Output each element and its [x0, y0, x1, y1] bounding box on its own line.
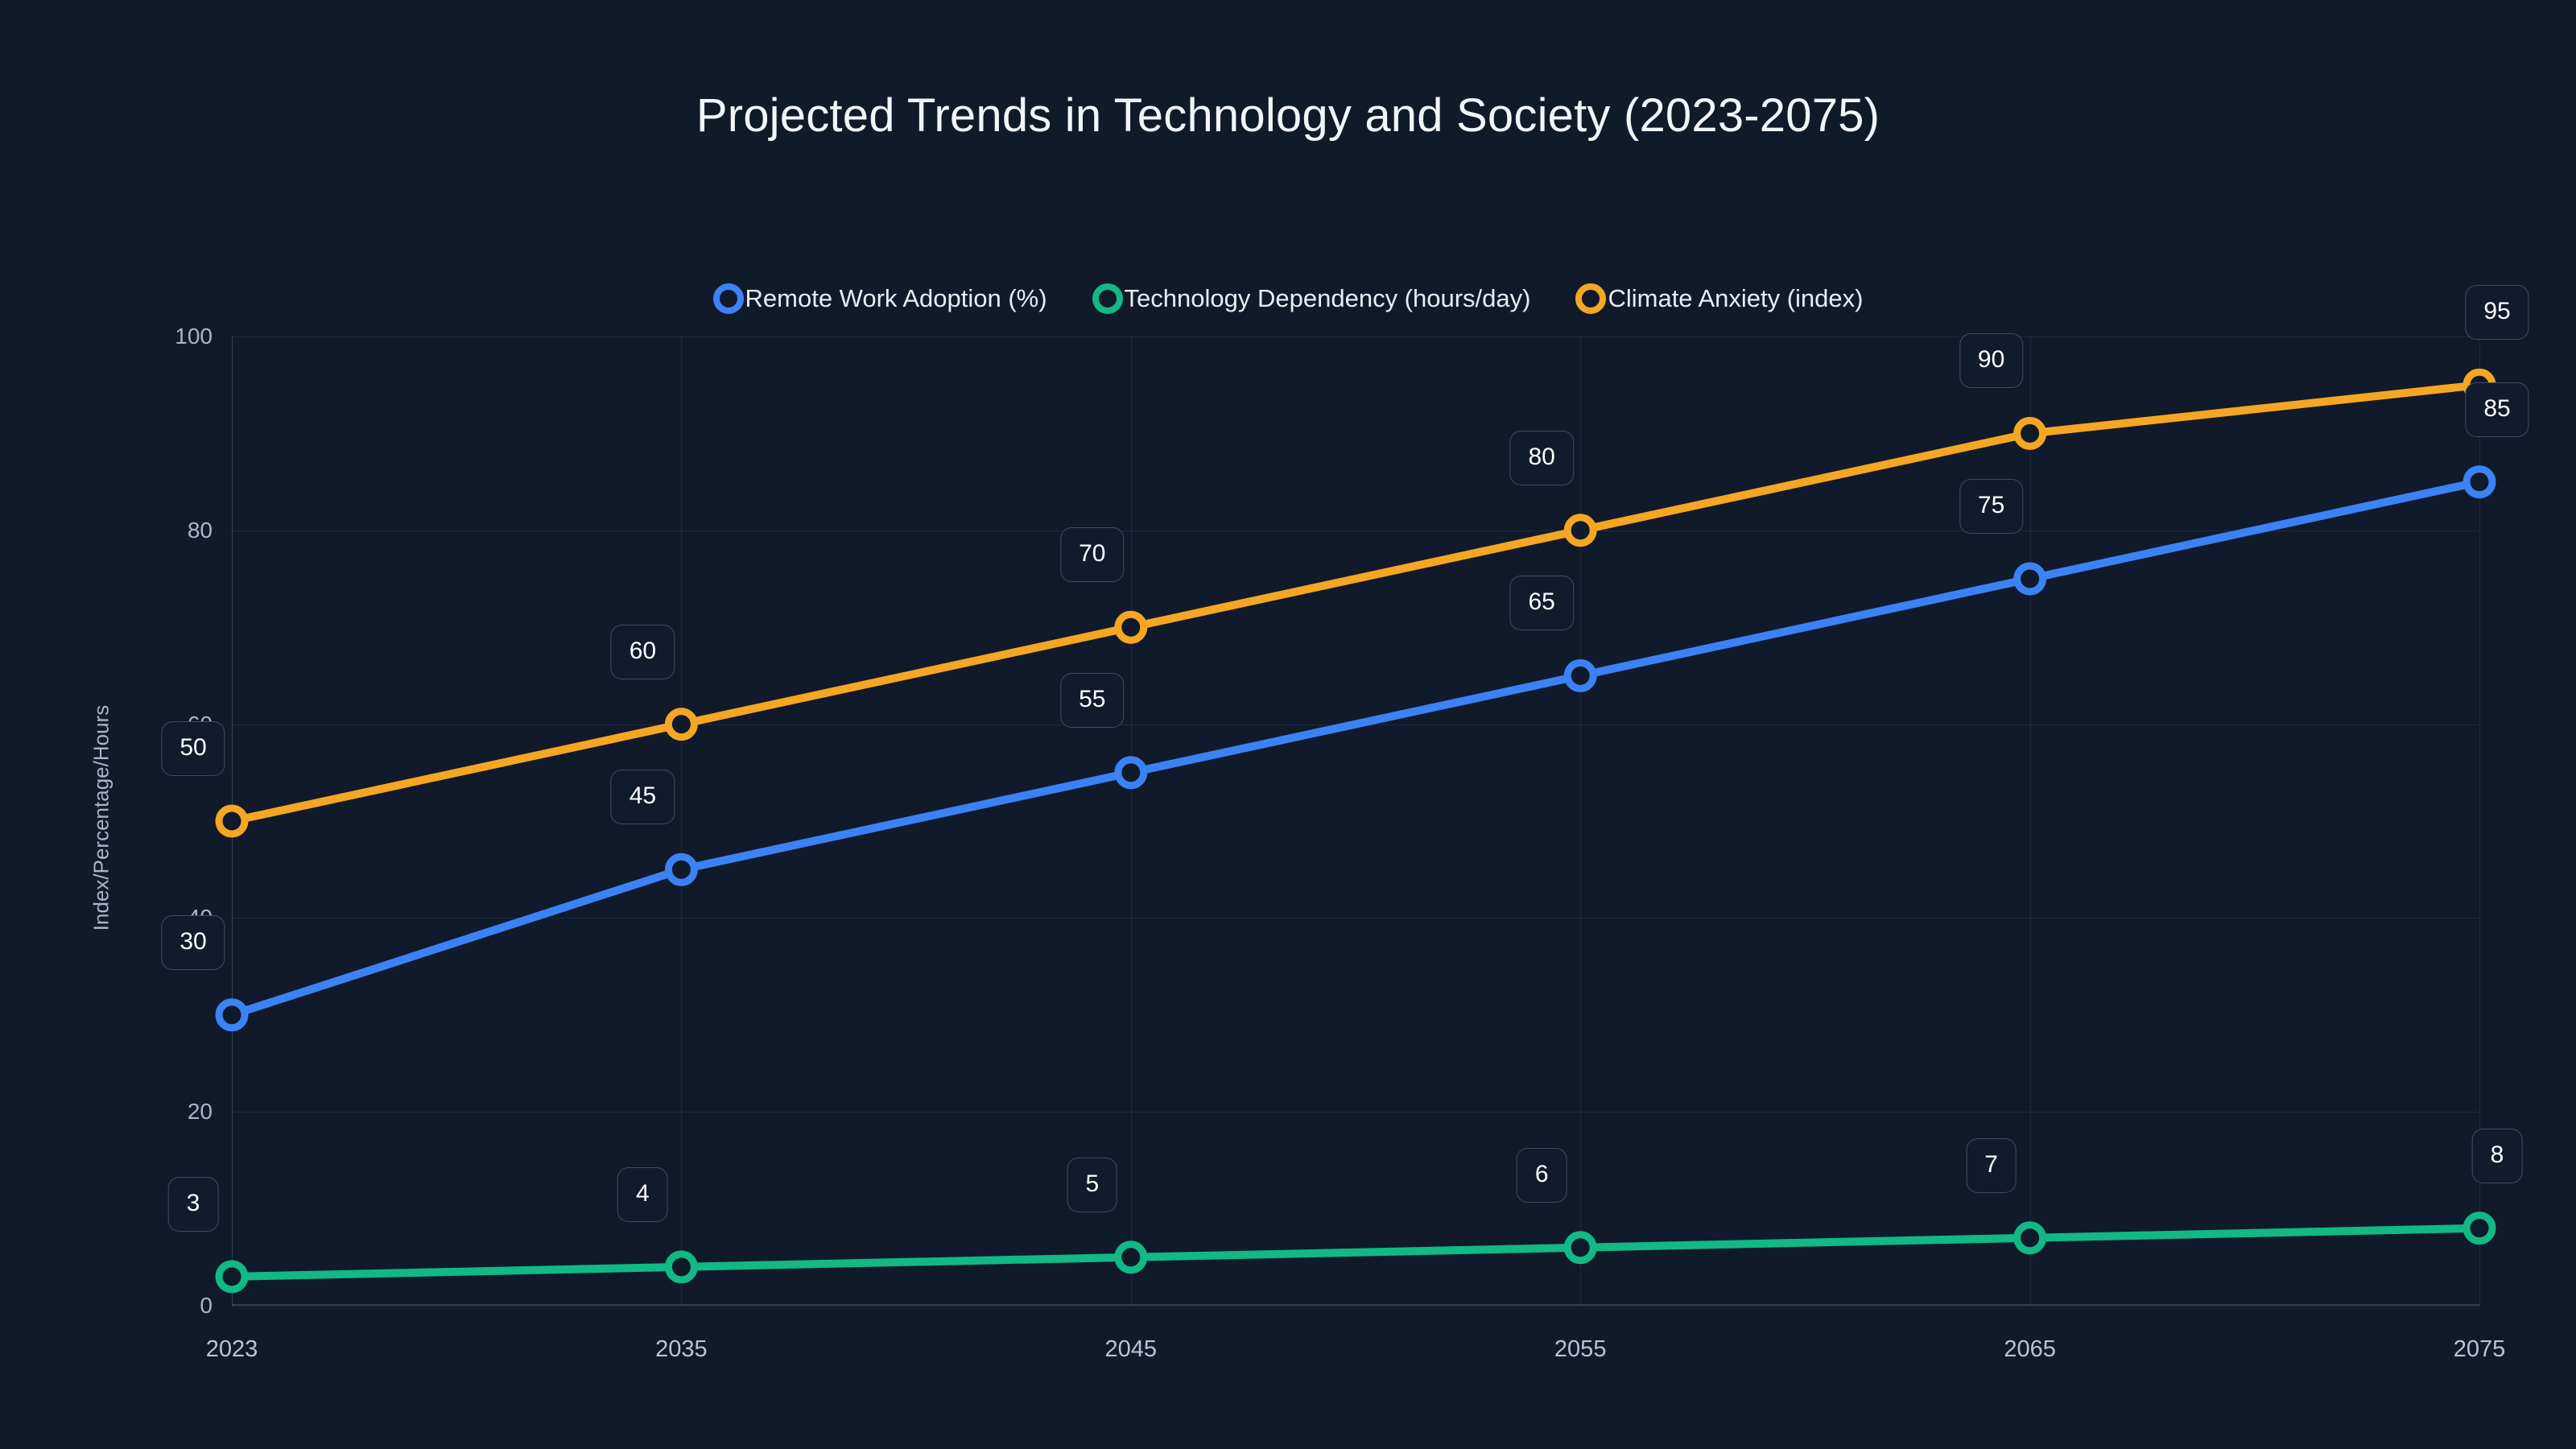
legend-marker-circle-icon	[712, 283, 744, 314]
data-point-label: 4	[617, 1166, 668, 1222]
gridline-horizontal	[232, 918, 2479, 919]
series-line	[228, 1224, 2483, 1281]
data-point-marker[interactable]	[2013, 1221, 2047, 1255]
data-point-marker[interactable]	[2013, 416, 2047, 450]
data-point-marker[interactable]	[1563, 514, 1597, 547]
series-2	[215, 1212, 2496, 1294]
data-point-marker[interactable]	[664, 852, 698, 886]
data-point-label: 80	[1509, 430, 1574, 485]
data-point-marker[interactable]	[1563, 658, 1597, 692]
data-point-marker[interactable]	[664, 1250, 698, 1284]
data-point-label: 90	[1959, 333, 2024, 389]
data-point-marker[interactable]	[1563, 1231, 1597, 1265]
gridline-horizontal	[232, 336, 2479, 337]
y-axis-tick-label: 80	[187, 517, 213, 543]
legend-label: Climate Anxiety (index)	[1608, 284, 1864, 312]
data-point-label: 7	[1966, 1137, 2017, 1193]
y-axis-tick-label: 20	[187, 1099, 213, 1125]
gridline-vertical	[1580, 336, 1582, 1306]
legend-marker-circle-icon	[1092, 283, 1123, 314]
series-3	[215, 368, 2496, 838]
data-point-marker[interactable]	[2462, 465, 2496, 499]
legend-item-technology-dependency[interactable]: Technology Dependency (hours/day)	[1092, 283, 1531, 314]
data-point-label: 3	[167, 1176, 219, 1232]
y-axis-tick-label: 100	[175, 324, 213, 349]
legend-marker-circle-icon	[1575, 283, 1607, 314]
series-1	[215, 465, 2496, 1032]
page-title: Projected Trends in Technology and Socie…	[696, 89, 1880, 142]
gridline-vertical	[681, 336, 683, 1306]
x-axis-tick-label: 2075	[2453, 1336, 2506, 1362]
legend-label: Technology Dependency (hours/day)	[1124, 284, 1531, 312]
gridline-vertical	[2029, 336, 2031, 1306]
data-point-label: 70	[1060, 527, 1125, 583]
gridline-horizontal	[232, 1306, 2479, 1307]
series-line	[228, 381, 2483, 825]
data-point-marker[interactable]	[1114, 610, 1148, 644]
data-point-marker[interactable]	[664, 708, 698, 741]
series-line	[228, 477, 2483, 1019]
x-axis-tick-label: 2023	[205, 1336, 258, 1362]
data-point-label: 75	[1959, 479, 2024, 534]
data-point-label: 45	[610, 770, 675, 825]
data-point-label: 85	[2465, 382, 2529, 437]
gridline-vertical	[1130, 336, 1132, 1306]
legend-item-climate-anxiety[interactable]: Climate Anxiety (index)	[1575, 283, 1863, 314]
x-axis-tick-label: 2035	[655, 1336, 708, 1362]
x-axis-tick-label: 2055	[1554, 1336, 1607, 1362]
data-point-label: 65	[1509, 576, 1574, 631]
data-point-label: 60	[610, 624, 675, 679]
x-axis-tick-label: 2065	[2004, 1336, 2056, 1362]
data-point-marker[interactable]	[1114, 756, 1148, 790]
gridline-horizontal	[232, 530, 2479, 531]
legend-item-remote-work[interactable]: Remote Work Adoption (%)	[712, 283, 1047, 314]
gridline-horizontal	[232, 1112, 2479, 1113]
data-point-label: 50	[161, 721, 225, 776]
data-point-label: 30	[161, 914, 225, 970]
x-axis-tick-label: 2045	[1104, 1336, 1158, 1362]
data-point-marker[interactable]	[215, 1260, 249, 1294]
data-point-marker[interactable]	[215, 804, 249, 838]
x-axis-line	[232, 1304, 2479, 1306]
data-point-label: 95	[2465, 285, 2529, 341]
data-point-label: 6	[1516, 1147, 1567, 1203]
data-point-label: 55	[1060, 672, 1125, 728]
legend-label: Remote Work Adoption (%)	[745, 284, 1047, 312]
data-point-label: 5	[1067, 1157, 1118, 1212]
gridline-vertical	[2479, 336, 2480, 1306]
chart-legend: Remote Work Adoption (%) Technology Depe…	[0, 283, 2576, 314]
data-point-label: 8	[2471, 1128, 2523, 1183]
y-axis-tick-label: 0	[200, 1293, 213, 1318]
data-point-marker[interactable]	[1114, 1241, 1148, 1274]
data-point-marker[interactable]	[2462, 1212, 2496, 1245]
data-point-marker[interactable]	[2013, 562, 2047, 596]
data-point-marker[interactable]	[215, 998, 249, 1032]
